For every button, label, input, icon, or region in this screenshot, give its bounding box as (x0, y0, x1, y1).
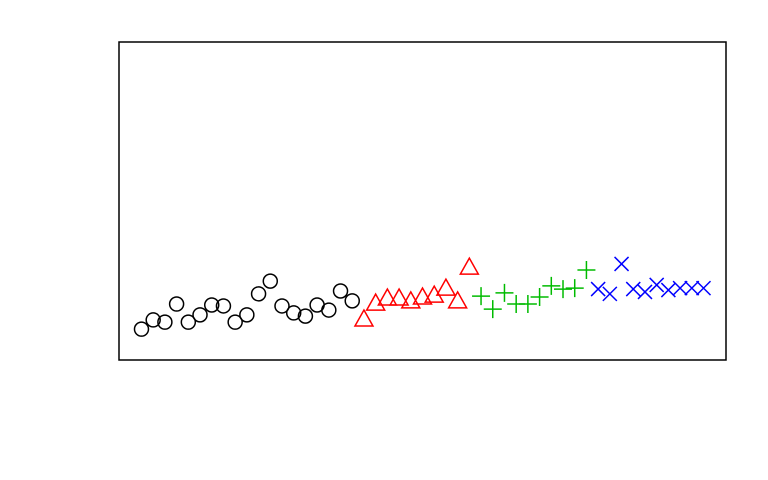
point (672, 280, 688, 296)
point (625, 281, 641, 297)
point (483, 300, 502, 319)
point (459, 256, 480, 275)
point (649, 277, 665, 293)
point (684, 280, 700, 296)
point (530, 288, 549, 307)
point (192, 307, 208, 323)
point (577, 261, 596, 280)
point (412, 286, 433, 305)
point (203, 297, 220, 313)
point (447, 290, 468, 309)
point (435, 277, 457, 296)
point (227, 314, 243, 330)
point (423, 284, 445, 303)
point (388, 287, 410, 306)
point (495, 283, 514, 302)
point (157, 314, 173, 330)
point (542, 276, 561, 295)
point (250, 286, 267, 302)
point (602, 286, 618, 302)
point (239, 307, 255, 323)
point (614, 256, 630, 272)
point (565, 279, 584, 298)
point (590, 281, 606, 297)
point (274, 298, 290, 314)
point (321, 302, 337, 318)
point (472, 287, 491, 306)
point (554, 280, 573, 299)
point (332, 283, 349, 299)
point (180, 314, 197, 330)
point (518, 295, 537, 314)
point (377, 287, 398, 306)
point (695, 280, 712, 296)
point (262, 273, 279, 289)
point (168, 296, 185, 312)
point (637, 284, 653, 300)
plot-frame (118, 41, 727, 361)
point (353, 308, 375, 327)
point (215, 298, 232, 314)
point (133, 321, 150, 337)
point (344, 293, 360, 309)
point (285, 305, 302, 321)
point (297, 308, 314, 324)
point (365, 292, 386, 311)
point (145, 312, 161, 328)
